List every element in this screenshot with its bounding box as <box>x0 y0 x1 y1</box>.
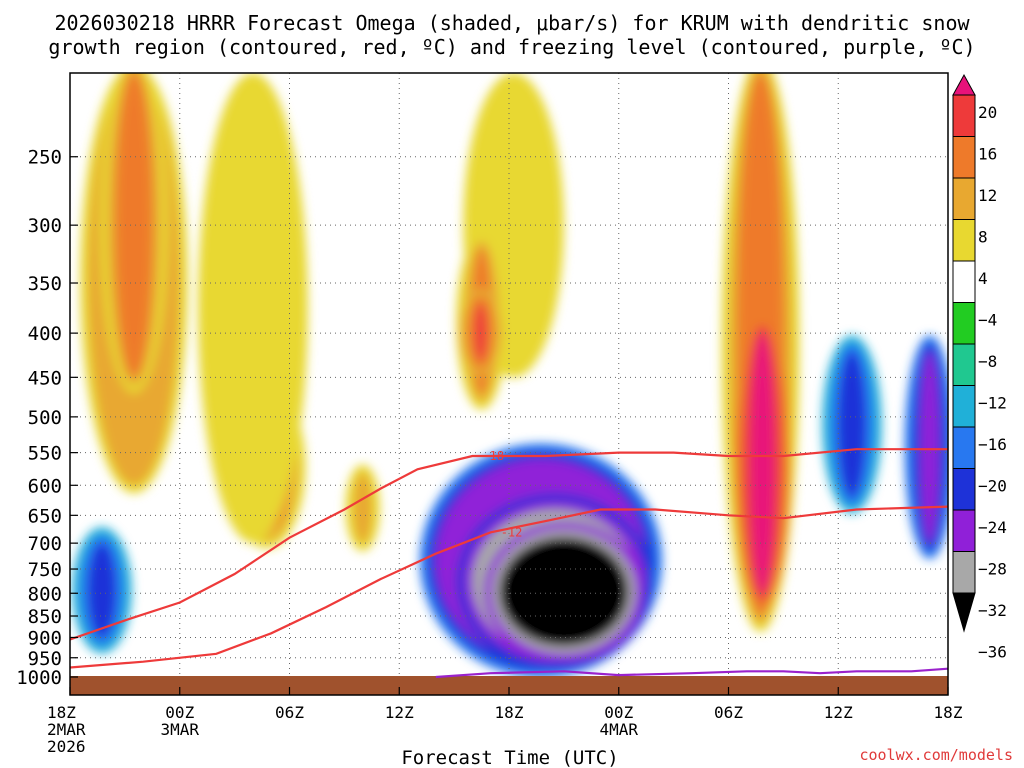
chart-title-line-2: growth region (contoured, red, ºC) and f… <box>48 35 975 59</box>
colorbar-bottom-arrow <box>952 592 976 633</box>
x-tick-label-6-0: 06Z <box>714 703 743 722</box>
omega-cell-descent-right-2 <box>838 351 866 498</box>
x-tick-label-7-0: 12Z <box>824 703 853 722</box>
colorbar-segment-2 <box>952 136 976 179</box>
x-tick-label-5-0: 00Z <box>604 703 633 722</box>
colorbar-label-1: 16 <box>978 145 997 164</box>
dgz-contour-label-0: -18 <box>482 449 504 463</box>
colorbar-label-9: −20 <box>978 477 1007 496</box>
colorbar-segment-5 <box>952 260 976 303</box>
colorbar-label-6: −8 <box>978 352 997 371</box>
colorbar-segment-7 <box>952 343 976 386</box>
colorbar-legend: 20 16 12 8 4 −4 −8 −12 −16 −20 −24 −28 −32 −36 <box>952 73 1007 662</box>
colorbar-label-10: −24 <box>978 518 1007 537</box>
x-tick-label-4-0: 18Z <box>495 703 524 722</box>
colorbar-segment-9 <box>952 426 976 469</box>
y-tick-label-650: 650 <box>28 505 62 527</box>
contour-lines: -18 -12 <box>70 448 948 679</box>
chart-title-line-1: 2026030218 HRRR Forecast Omega (shaded, … <box>54 11 970 35</box>
x-tick-label-3-0: 12Z <box>385 703 414 722</box>
colorbar-label-11: −28 <box>978 560 1007 579</box>
colorbar-label-13: −36 <box>978 643 1007 662</box>
colorbar-segment-1 <box>952 94 976 137</box>
omega-cell-upper-ascent-left-core-2 <box>115 73 153 378</box>
y-tick-label-850: 850 <box>28 606 62 628</box>
x-tick-label-1-1: 3MAR <box>160 720 199 739</box>
y-tick-label-450: 450 <box>28 367 62 389</box>
colorbar-segment-12 <box>952 551 976 594</box>
colorbar-label-8: −16 <box>978 435 1007 454</box>
omega-cell-right-ascent-core-2 <box>750 333 775 594</box>
y-tick-label-700: 700 <box>28 533 62 555</box>
x-tick-label-5-1: 4MAR <box>599 720 638 739</box>
dgz-contour--18 <box>70 448 948 641</box>
omega-cell-descent-low-left-2 <box>88 543 116 638</box>
colorbar-segment-3 <box>952 177 976 220</box>
y-tick-label-400: 400 <box>28 323 62 345</box>
y-tick-label-1000: 1000 <box>16 667 62 689</box>
y-tick-label-800: 800 <box>28 583 62 605</box>
omega-cell-mid-band-core-2 <box>474 303 487 361</box>
omega-cell-descent-far-right-2 <box>920 351 939 544</box>
credit-text: coolwx.com/models <box>859 746 1013 764</box>
colorbar-segment-10 <box>952 468 976 511</box>
colorbar-label-7: −12 <box>978 394 1007 413</box>
omega-cell-descent-center-core-2 <box>499 537 628 646</box>
y-tick-label-950: 950 <box>28 648 62 670</box>
colorbar-label-0: 20 <box>978 103 997 122</box>
colorbar-segment-4 <box>952 219 976 262</box>
y-tick-label-250: 250 <box>28 147 62 169</box>
colorbar-label-3: 8 <box>978 228 988 247</box>
colorbar-label-5: −4 <box>978 311 997 330</box>
y-tick-label-500: 500 <box>28 407 62 429</box>
plot-area: -18 -12 <box>70 73 948 695</box>
omega-cell-upper-yellow-2-0 <box>198 73 308 544</box>
colorbar-segment-8 <box>952 385 976 428</box>
colorbar-top-arrow <box>952 73 976 96</box>
x-tick-label-0-0: 18Z <box>47 703 76 722</box>
y-tick-label-900: 900 <box>28 627 62 649</box>
gridlines <box>70 73 948 695</box>
colorbar-segment-6 <box>952 302 976 345</box>
colorbar-label-2: 12 <box>978 186 997 205</box>
y-tick-label-550: 550 <box>28 443 62 465</box>
colorbar-label-4: 4 <box>978 269 988 288</box>
colorbar-label-12: −32 <box>978 601 1007 620</box>
dgz-contour-label-1: -12 <box>501 525 523 539</box>
x-tick-label-1-0: 00Z <box>165 703 194 722</box>
freezing-level-contour <box>435 667 948 679</box>
x-tick-label-0-1: 2MAR <box>47 720 86 739</box>
y-tick-label-600: 600 <box>28 475 62 497</box>
colorbar-segment-11 <box>952 509 976 552</box>
omega-shading <box>72 73 948 678</box>
dgz-contour--12 <box>70 505 948 669</box>
x-tick-label-0-2: 2026 <box>47 737 86 756</box>
y-tick-label-750: 750 <box>28 559 62 581</box>
x-tick-label-2-0: 06Z <box>275 703 304 722</box>
y-axis: 2503003504004505005506006507007508008509… <box>16 147 78 689</box>
x-tick-label-8-0: 18Z <box>934 703 963 722</box>
x-axis-label: Forecast Time (UTC) <box>401 747 618 768</box>
omega-cell-small-upper-1 <box>353 472 372 544</box>
y-tick-label-350: 350 <box>28 273 62 295</box>
y-tick-label-300: 300 <box>28 215 62 237</box>
